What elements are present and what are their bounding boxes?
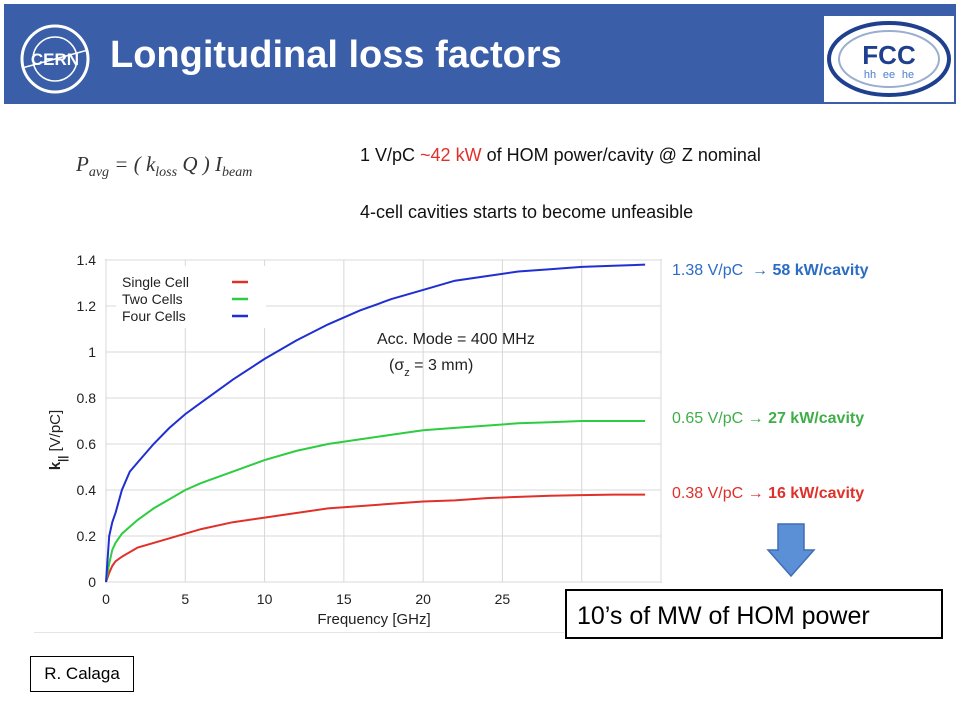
svg-text:ee: ee [883,69,895,81]
series-line-single-cell [105,493,646,583]
legend-label: Four Cells [122,308,186,324]
y-tick-label: 0.6 [77,436,97,452]
y-tick-label: 1 [88,344,96,360]
series-line-two-cells [105,420,646,583]
conclusion-callout: 10’s of MW of HOM power [565,589,943,639]
x-tick-label: 15 [336,591,352,607]
x-tick-label: 5 [181,591,189,607]
y-tick-label: 0.8 [77,390,97,406]
y-axis-label: k|| [V/pC] [47,410,69,470]
chart-lines [105,263,646,583]
y-tick-label: 1.4 [77,252,97,268]
mode-annotation: Acc. Mode = 400 MHz (σz = 3 mm) [377,331,535,379]
x-tick-label: 25 [495,591,511,607]
single-cell-annotation: 0.38 V/pC → 16 kW/cavity [672,485,865,502]
fcc-logo: FCC hh ee he [824,16,954,102]
svg-text:he: he [902,69,914,81]
chart-ticks: 0510152025303500.20.40.60.811.21.4 [77,252,664,607]
four-cell-annotation: 1.38 V/pC → 58 kW/cavity [672,262,869,279]
down-arrow-icon [766,523,816,578]
legend-label: Two Cells [122,291,183,307]
title-bar: CERN Longitudinal loss factors FCC hh ee… [4,4,956,104]
svg-text:CERN: CERN [31,50,79,69]
feasibility-note: 4-cell cavities starts to become unfeasi… [360,202,694,222]
annotation-sigma: (σz = 3 mm) [389,357,473,379]
annotation-mode: Acc. Mode = 400 MHz [377,331,535,348]
cern-logo-icon: CERN [20,24,90,94]
fcc-logo-icon: FCC hh ee he [827,21,951,97]
page-title: Longitudinal loss factors [110,34,562,76]
svg-text:hh: hh [864,69,876,81]
x-tick-label: 20 [415,591,431,607]
svg-text:FCC: FCC [862,40,916,70]
y-tick-label: 1.2 [77,298,97,314]
loss-factor-chart: 0510152025303500.20.40.60.811.21.4 Singl… [47,252,664,628]
series-line-four-cells [105,263,646,583]
x-tick-label: 10 [257,591,273,607]
hom-power-note: 1 V/pC ~42 kW of HOM power/cavity @ Z no… [360,145,761,165]
two-cell-annotation: 0.65 V/pC → 27 kW/cavity [672,410,865,427]
legend-label: Single Cell [122,274,189,290]
author-label: R. Calaga [30,656,134,692]
x-tick-label: 0 [102,591,110,607]
chart-grid [105,259,662,583]
y-tick-label: 0 [88,574,96,590]
legend-box [116,266,266,328]
y-tick-label: 0.4 [77,482,97,498]
y-tick-label: 0.2 [77,528,97,544]
x-axis-label: Frequency [GHz] [317,611,430,628]
divider [34,632,564,633]
power-formula: Pavg = ( kloss Q ) Ibeam [76,152,253,181]
